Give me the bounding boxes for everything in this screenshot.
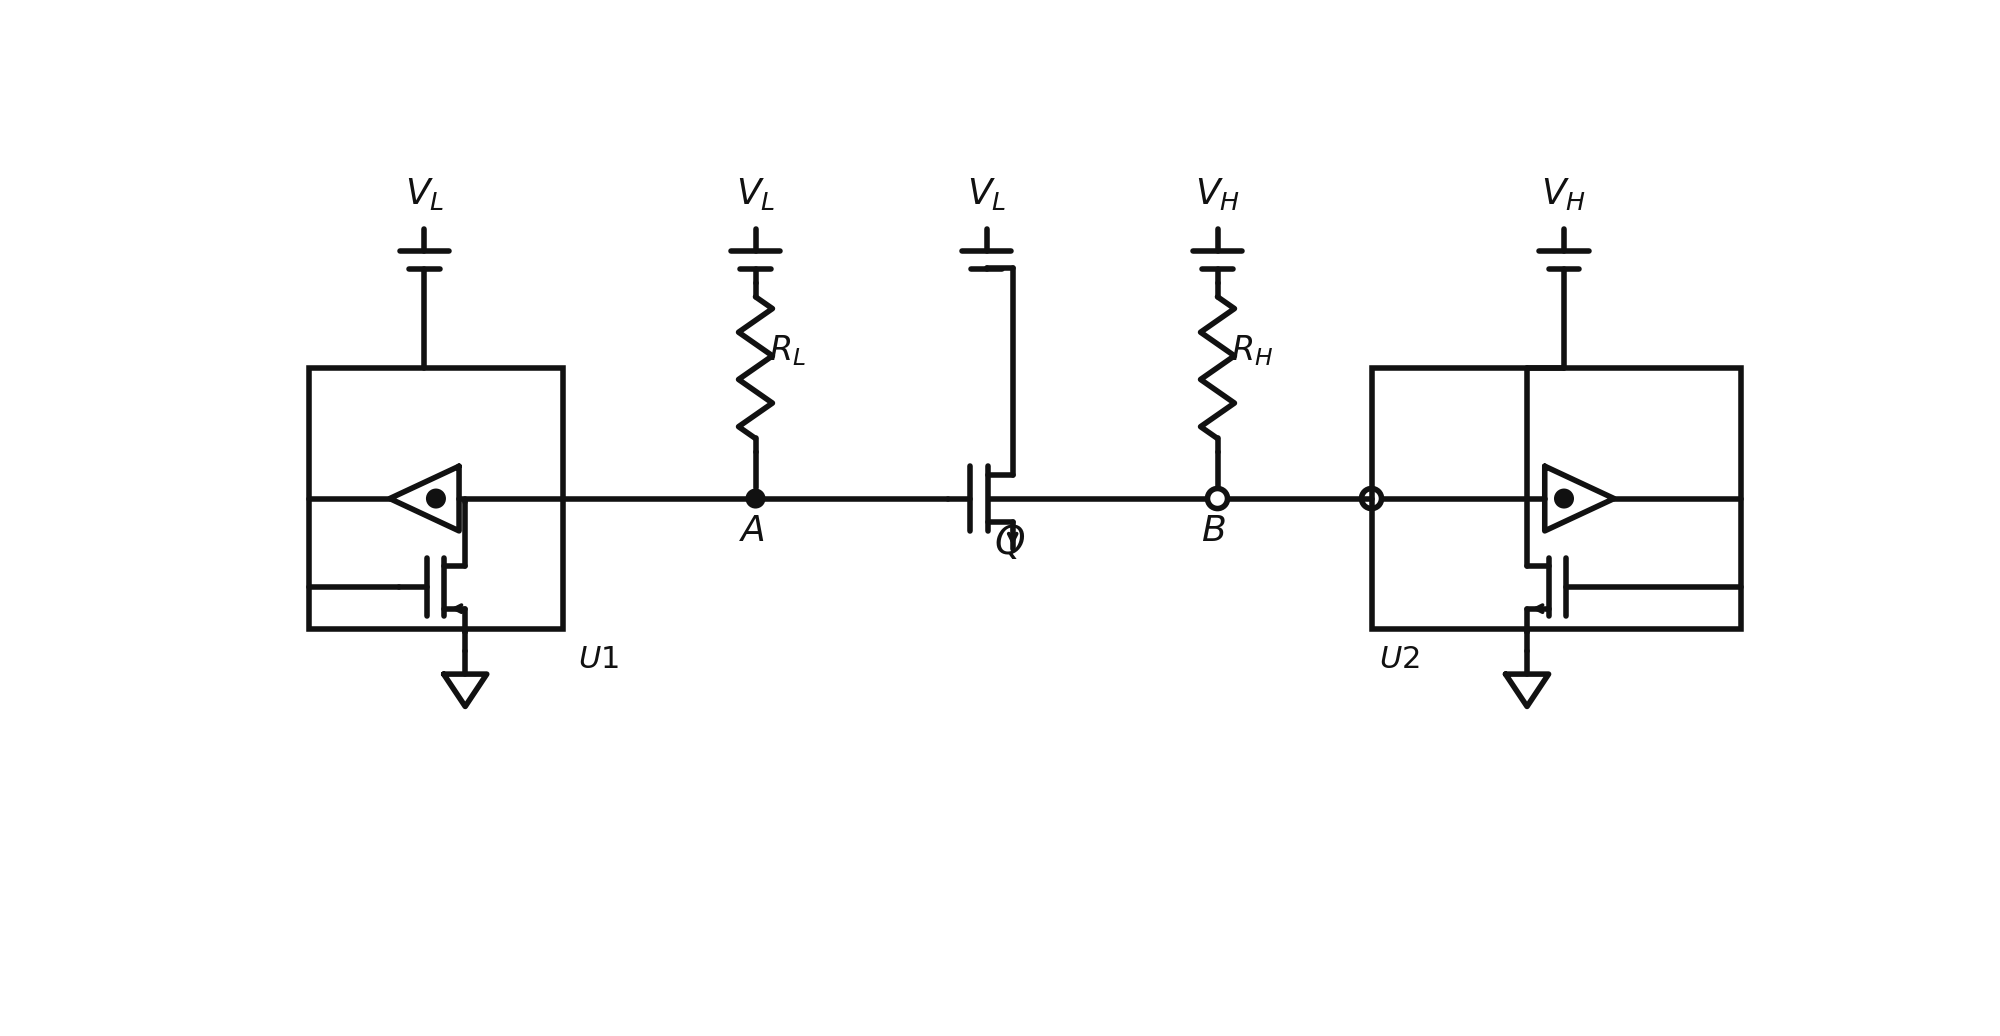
Text: $R_L$: $R_L$ — [770, 333, 806, 368]
Text: $V_L$: $V_L$ — [736, 176, 776, 212]
Text: $V_L$: $V_L$ — [404, 176, 444, 212]
Text: $U1$: $U1$ — [578, 645, 620, 674]
Text: $Q$: $Q$ — [994, 523, 1026, 562]
Bar — [1372, 368, 1742, 630]
Circle shape — [426, 489, 446, 509]
Bar — [308, 368, 564, 630]
Text: $A$: $A$ — [738, 514, 764, 548]
Text: $U2$: $U2$ — [1380, 645, 1420, 674]
Text: $V_L$: $V_L$ — [966, 176, 1006, 212]
Text: $R_H$: $R_H$ — [1232, 333, 1274, 368]
Text: $V_H$: $V_H$ — [1194, 176, 1240, 212]
Text: $V_H$: $V_H$ — [1542, 176, 1586, 212]
Circle shape — [746, 489, 766, 509]
Text: $B$: $B$ — [1202, 514, 1226, 548]
Circle shape — [1554, 489, 1574, 509]
